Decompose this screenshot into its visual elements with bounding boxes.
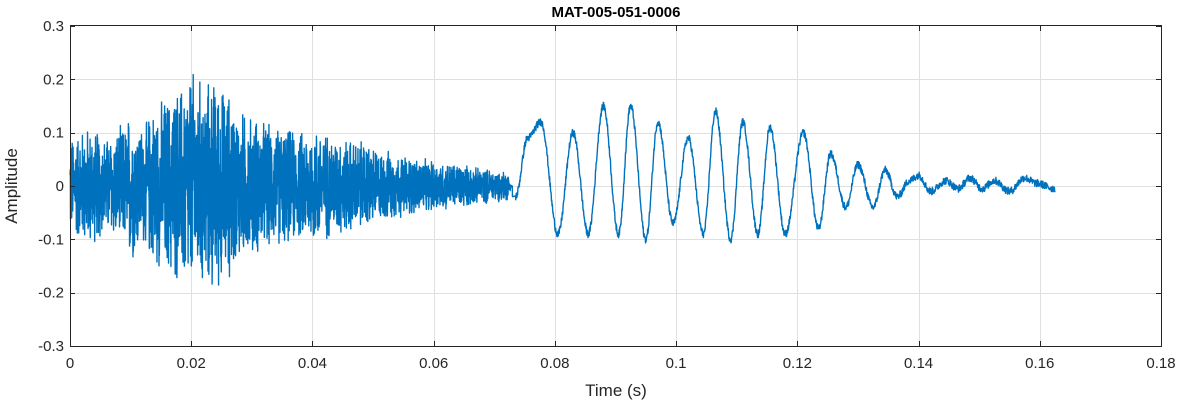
x-tick-label: 0.14 xyxy=(904,355,933,372)
y-axis-label: Amplitude xyxy=(2,148,21,224)
x-tick-label: 0.08 xyxy=(540,355,569,372)
x-tick-label: 0.06 xyxy=(419,355,448,372)
tick-layer: 0 0.02 0.04 0.06 0.08 0.1 0.12 0.14 0.16 0.18 -0.3… xyxy=(38,18,1175,372)
signal-line xyxy=(69,73,1056,286)
x-tick-label: 0.1 xyxy=(666,355,687,372)
signal-layer xyxy=(69,73,1056,286)
y-tick-label: 0.2 xyxy=(43,71,64,88)
x-axis-label: Time (s) xyxy=(585,381,647,400)
chart-title: MAT-005-051-0006 xyxy=(552,4,681,21)
y-tick-label: -0.1 xyxy=(38,231,64,248)
x-tick-label: 0.18 xyxy=(1146,355,1175,372)
x-tick-label: 0.02 xyxy=(177,355,206,372)
x-tick-label: 0 xyxy=(66,355,74,372)
x-tick-label: 0.12 xyxy=(783,355,812,372)
y-tick-label: 0.3 xyxy=(43,18,64,35)
y-tick-label: -0.3 xyxy=(38,338,64,355)
x-tick-label: 0.04 xyxy=(298,355,327,372)
y-tick-label: -0.2 xyxy=(38,285,64,302)
x-tick-label: 0.16 xyxy=(1025,355,1054,372)
y-tick-label: 0.1 xyxy=(43,125,64,142)
y-tick-label: 0 xyxy=(56,178,64,195)
